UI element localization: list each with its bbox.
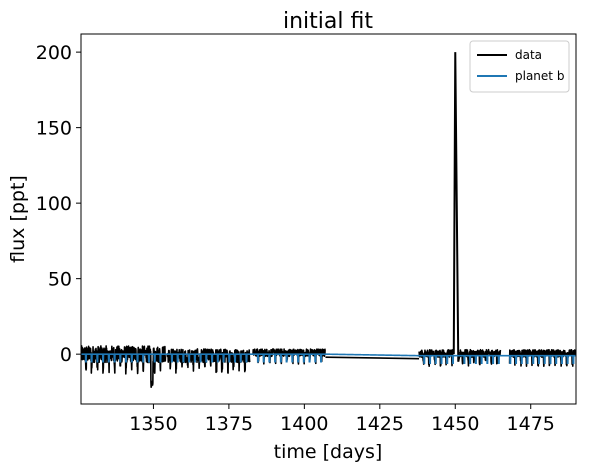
data-segment-0	[81, 345, 167, 388]
y-tick-label: 200	[36, 42, 72, 64]
legend-label-planet-b: planet b	[515, 69, 564, 83]
y-tick-label: 100	[36, 193, 72, 215]
x-tick-label: 1400	[280, 413, 328, 435]
series-data-line	[81, 52, 576, 388]
x-tick-label: 1475	[507, 413, 555, 435]
y-tick-label: 150	[36, 118, 72, 140]
legend-box	[469, 40, 570, 93]
data-gap-line-0	[325, 356, 420, 360]
data-segment-4	[459, 348, 502, 367]
chart-title: initial fit	[283, 9, 373, 34]
x-tick-label: 1450	[431, 413, 479, 435]
x-tick-label: 1375	[205, 413, 253, 435]
y-axis-label: flux [ppt]	[7, 175, 29, 263]
y-tick-label: 0	[60, 344, 72, 366]
data-segment-1	[166, 348, 251, 374]
plot-area-frame	[80, 33, 577, 405]
x-axis-label: time [days]	[274, 441, 383, 463]
legend-label-data: data	[515, 48, 542, 62]
legend: data planet b	[469, 40, 570, 93]
y-tick-label: 50	[48, 269, 72, 291]
data-segment-5	[508, 348, 576, 368]
planet-b-model-path	[81, 353, 576, 365]
y-axis: 0 50 100 150 200	[36, 42, 81, 366]
series-planet-b-line	[81, 353, 576, 365]
data-spike	[452, 52, 461, 362]
x-axis: 1350 1375 1400 1425 1450 1475	[129, 404, 555, 435]
data-segment-3	[418, 348, 455, 367]
x-tick-label: 1425	[356, 413, 404, 435]
x-tick-label: 1350	[129, 413, 177, 435]
